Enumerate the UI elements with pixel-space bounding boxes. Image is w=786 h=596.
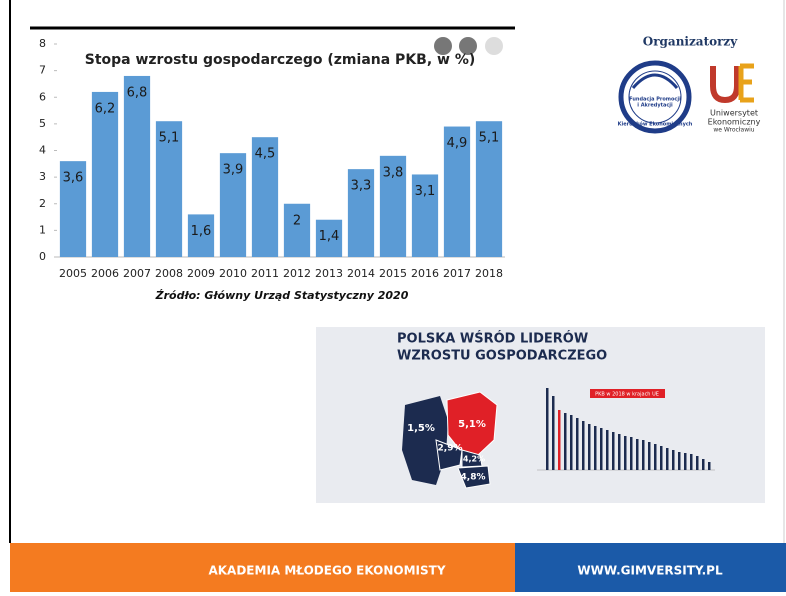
map-region	[402, 396, 448, 485]
bar	[59, 161, 87, 257]
map-region	[435, 439, 463, 471]
y-tick-label: 5	[39, 117, 46, 130]
map-label: 2,9%	[438, 444, 463, 454]
footer-right	[515, 543, 786, 592]
chart: 0 1 2 3 4 5 6 7 8 2005 3,6 2006 6,2 2007 6,8 2008 5,1 200…	[39, 37, 505, 280]
legend-text: PKB w 2018 w krajach UE	[595, 392, 659, 398]
logo-text: Uniwersytet	[710, 109, 758, 118]
logo-fundacja: Fundacja Promocji i Akredytacji Kierunkó…	[618, 60, 693, 134]
value-label: 6,8	[127, 85, 148, 100]
organizers-heading: Organizatorzy	[643, 35, 738, 49]
footer-text: AKADEMIA MŁODEGO EKONOMISTY	[208, 564, 445, 578]
value-label: 4,9	[447, 136, 468, 151]
value-label: 3,9	[223, 163, 244, 178]
infographic-bg	[316, 327, 765, 503]
x-tick-label: 2008	[155, 267, 183, 280]
chart-icons	[434, 37, 503, 55]
x-tick-label: 2014	[347, 267, 375, 280]
map-region	[457, 465, 491, 489]
chart-source: Źródło: Główny Urząd Statystyczny 2020	[155, 289, 409, 302]
y-tick-label: 4	[39, 144, 46, 157]
x-tick-label: 2017	[443, 267, 471, 280]
x-tick-label: 2015	[379, 267, 407, 280]
infographic-title: WZROSTU GOSPODARCZEGO	[397, 349, 607, 364]
bar	[251, 137, 279, 257]
logo-text: Ekonomiczny	[708, 118, 761, 127]
logo-text: Fundacja Promocji	[629, 97, 681, 103]
x-tick-label: 2010	[219, 267, 247, 280]
x-tick-label: 2009	[187, 267, 215, 280]
y-tick-label: 7	[39, 64, 46, 77]
logo-text: i Akredytacji	[637, 103, 673, 109]
bar	[123, 75, 151, 257]
y-tick-label: 6	[39, 90, 46, 103]
icon[interactable]	[434, 37, 452, 55]
icon[interactable]	[459, 37, 477, 55]
map-label: 5,1%	[458, 419, 486, 430]
x-tick-label: 2013	[315, 267, 343, 280]
infographic: POLSKA WŚRÓD LIDERÓW WZROSTU GOSPODARCZE…	[316, 327, 765, 503]
x-tick-label: 2011	[251, 267, 279, 280]
map-region	[446, 391, 498, 456]
y-tick-label: 3	[39, 170, 46, 183]
footer-text: WWW.GIMVERSITY.PL	[577, 564, 723, 578]
logo-text: we Wrocławiu	[713, 127, 754, 134]
y-tick-label: 1	[39, 223, 46, 236]
value-label: 3,3	[351, 179, 372, 194]
y-tick-label: 8	[39, 37, 46, 50]
legend-box	[590, 389, 665, 398]
chart-title: Stopa wzrostu gospodarczego (zmiana PKB,…	[85, 52, 476, 68]
bar	[315, 219, 343, 257]
logo-ue: Uniwersytet Ekonomiczny we Wrocławiu	[708, 63, 761, 134]
value-label: 3,1	[415, 184, 436, 199]
y-tick-label: 2	[39, 197, 46, 210]
mini-bars	[546, 388, 711, 470]
value-label: 3,8	[383, 165, 404, 180]
map-label: 1,5%	[407, 423, 435, 434]
infographic-title: POLSKA WŚRÓD LIDERÓW	[397, 331, 588, 347]
bar	[155, 121, 183, 258]
bar	[411, 174, 439, 257]
logo-text: Kierunków Ekonomicznych	[618, 121, 693, 128]
value-label: 5,1	[479, 131, 500, 146]
bar	[187, 214, 215, 257]
value-label: 6,2	[95, 101, 116, 116]
bar	[475, 121, 503, 258]
bar	[283, 203, 311, 257]
x-tick-label: 2012	[283, 267, 311, 280]
x-tick-label: 2005	[59, 267, 87, 280]
value-label: 1,4	[319, 229, 340, 244]
bar	[91, 91, 119, 257]
x-tick-label: 2016	[411, 267, 439, 280]
bar	[347, 169, 375, 257]
bar	[379, 155, 407, 257]
x-tick-label: 2006	[91, 267, 119, 280]
value-label: 5,1	[159, 131, 180, 146]
map-label: 4,8%	[461, 473, 486, 483]
value-label: 2	[293, 213, 301, 228]
bar	[443, 126, 471, 257]
footer-left	[10, 543, 515, 592]
bar	[219, 153, 247, 257]
map-label: 4,2%	[463, 455, 485, 464]
icon[interactable]	[485, 37, 503, 55]
x-tick-label: 2018	[475, 267, 503, 280]
value-label: 3,6	[63, 171, 84, 186]
value-label: 4,5	[255, 147, 276, 162]
value-label: 1,6	[191, 224, 212, 239]
y-tick-label: 0	[39, 250, 46, 263]
x-tick-label: 2007	[123, 267, 151, 280]
